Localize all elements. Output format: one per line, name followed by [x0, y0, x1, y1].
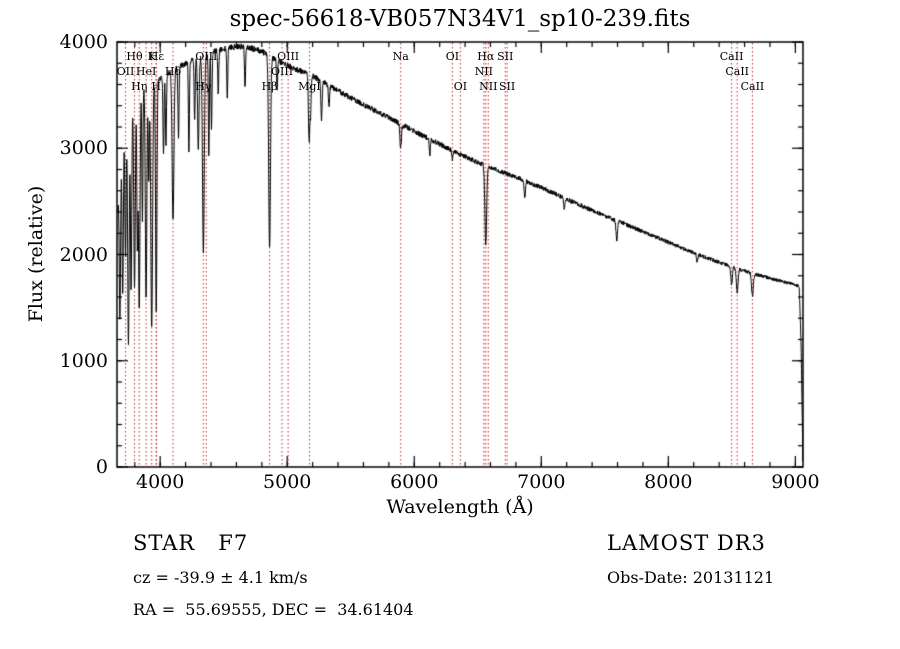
- spectral-line-marker-label: Hε: [148, 50, 165, 63]
- spectral-line-marker-label: Hγ: [195, 80, 212, 93]
- spectral-line-marker-label: Na: [392, 50, 409, 63]
- spectral-line-marker-label: Hθ: [126, 50, 143, 63]
- y-tick-label: 2000: [59, 243, 108, 266]
- spectral-line-marker-label: CaII: [740, 80, 765, 93]
- x-tick-label: 6000: [390, 471, 439, 493]
- classification-text: STAR F7: [133, 531, 249, 555]
- spectral-line-marker-label: CaII: [719, 50, 744, 63]
- spectral-line-marker-label: OI: [453, 80, 468, 93]
- x-tick-label: 5000: [263, 471, 312, 493]
- y-tick-label: 1000: [59, 349, 108, 372]
- spectral-line-marker-label: CaII: [725, 65, 750, 78]
- y-tick-label: 0: [95, 456, 108, 478]
- y-tick-label: 3000: [59, 137, 108, 160]
- spectral-line-marker-label: OIII: [195, 50, 218, 63]
- x-tick-label: 7000: [517, 471, 566, 493]
- spectral-line-marker-label: SII: [497, 50, 514, 63]
- spectral-line-marker-label: H: [151, 80, 161, 93]
- spectral-line-marker-label: K: [147, 50, 156, 63]
- x-tick-label: 4000: [136, 471, 185, 493]
- wavelength-axis-label: Wavelength (Å): [386, 496, 534, 518]
- spectral-line-marker-label: NII: [479, 80, 498, 93]
- spectral-line-marker-label: OII: [116, 65, 135, 78]
- spectral-line-marker-label: Hδ: [164, 65, 182, 78]
- survey-text: LAMOST DR3: [607, 531, 766, 555]
- x-tick-label: 8000: [644, 471, 693, 493]
- spectral-line-marker-label: OIII: [277, 50, 300, 63]
- cz-text: cz = -39.9 ± 4.1 km/s: [133, 568, 308, 587]
- spectral-line-marker-label: MgI: [298, 80, 321, 93]
- y-tick-label: 4000: [59, 31, 108, 53]
- plot-title: spec-56618-VB057N34V1_sp10-239.fits: [229, 6, 691, 32]
- spectral-line-marker-label: OI: [445, 50, 460, 63]
- x-tick-label: 9000: [771, 471, 820, 493]
- spectral-line-marker-label: Hβ: [261, 80, 278, 93]
- spectral-line-marker-label: HeI: [135, 65, 157, 78]
- ra-dec-text: RA = 55.69555, DEC = 34.61404: [133, 600, 414, 619]
- spectral-line-marker-label: Hα: [477, 50, 495, 63]
- obs-date-text: Obs-Date: 20131121: [607, 568, 775, 587]
- spectral-line-marker-label: SII: [499, 80, 516, 93]
- spectral-line-marker-label: OIII: [270, 65, 294, 78]
- spectral-line-marker-label: NII: [474, 65, 494, 78]
- spectral-line-marker-label: Hη: [131, 80, 148, 93]
